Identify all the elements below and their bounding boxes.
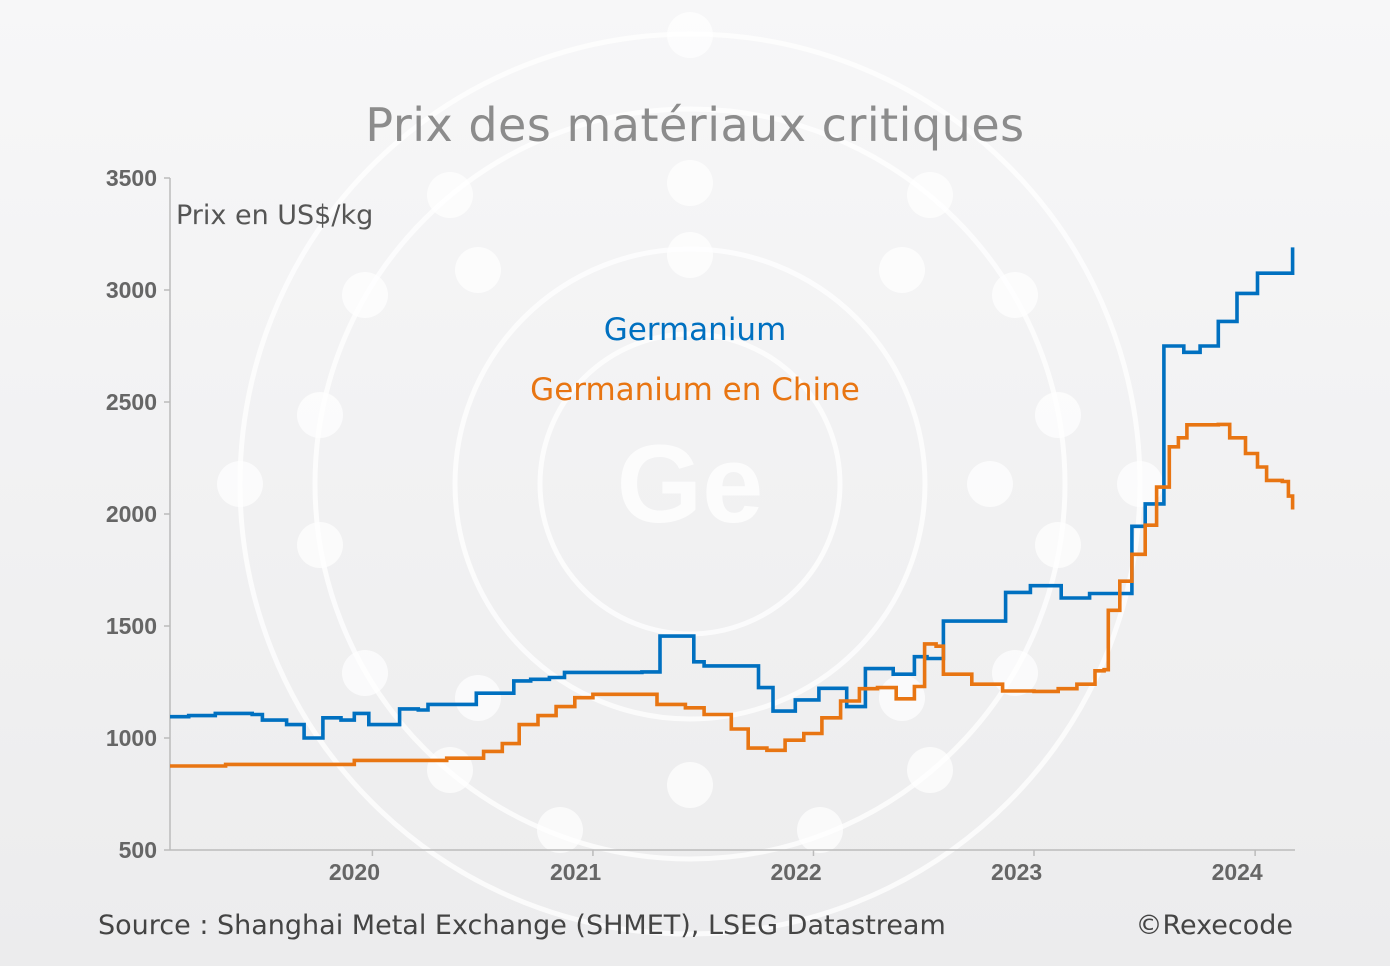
- electron-dot: [667, 762, 713, 808]
- y-tick-label: 500: [119, 837, 157, 863]
- electron-dot: [537, 807, 583, 853]
- electron-dot: [217, 461, 263, 507]
- electron-dot: [427, 172, 473, 218]
- electron-dot: [427, 747, 473, 793]
- electron-dot: [342, 650, 388, 696]
- electron-dot: [907, 172, 953, 218]
- x-tick-label: 2023: [991, 859, 1042, 885]
- y-tick-label: 1500: [106, 613, 157, 639]
- electron-dot: [907, 747, 953, 793]
- electron-dot: [992, 650, 1038, 696]
- x-tick-label: 2024: [1212, 859, 1263, 885]
- source-note: Source : Shanghai Metal Exchange (SHMET)…: [98, 910, 946, 941]
- electron-dot: [297, 392, 343, 438]
- electron-dot: [1117, 461, 1163, 507]
- legend-germanium: Germanium: [603, 312, 787, 348]
- y-tick-label: 1000: [106, 725, 157, 751]
- electron-dot: [667, 160, 713, 206]
- electron-dot: [297, 522, 343, 568]
- electron-dot: [992, 272, 1038, 318]
- series-line-germanium: [170, 247, 1295, 740]
- x-tick-label: 2020: [329, 859, 380, 885]
- y-tick-label: 2500: [106, 389, 157, 415]
- y-tick-label: 2000: [106, 501, 157, 527]
- electron-dot: [667, 12, 713, 58]
- series-layer: [170, 247, 1295, 768]
- orbit-ring: [312, 106, 1068, 862]
- electron-dot: [967, 461, 1013, 507]
- electron-dot: [1035, 522, 1081, 568]
- element-symbol: Ge: [617, 423, 764, 546]
- electron-dot: [455, 247, 501, 293]
- chart-title: Prix des matériaux critiques: [365, 98, 1025, 152]
- electron-dot: [797, 807, 843, 853]
- series-line-germanium-en-chine: [170, 422, 1295, 768]
- copyright: ©Rexecode: [1135, 910, 1293, 941]
- electron-dot: [1035, 392, 1081, 438]
- y-axis-label: Prix en US$/kg: [176, 200, 374, 231]
- electron-dot: [342, 272, 388, 318]
- orbit-ring: [537, 331, 843, 637]
- y-tick-label: 3500: [106, 165, 157, 191]
- y-tick-label: 3000: [106, 277, 157, 303]
- electron-dot: [879, 247, 925, 293]
- electron-dot: [667, 232, 713, 278]
- axes: 500 1000 1500 2000 2500 3000 3500 2020 2021 2022 2…: [106, 165, 1295, 885]
- x-tick-label: 2021: [550, 859, 601, 885]
- legend-germanium-en-chine: Germanium en Chine: [530, 372, 860, 408]
- x-tick-label: 2022: [771, 859, 822, 885]
